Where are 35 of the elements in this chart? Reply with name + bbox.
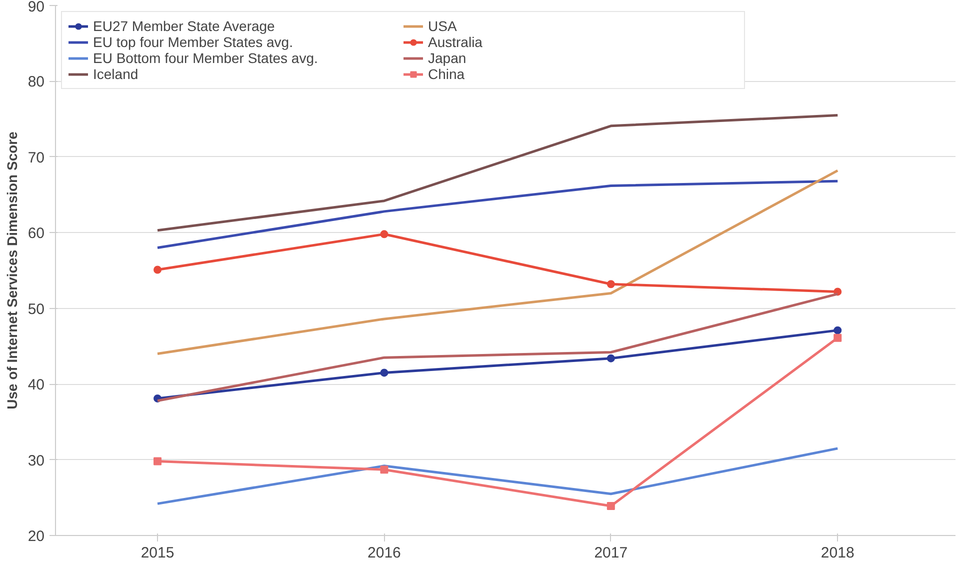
point [380, 230, 388, 238]
line-series [156, 169, 839, 356]
legend-label: EU top four Member States avg. [93, 34, 294, 50]
legend-label: Australia [428, 34, 484, 50]
y-tick-label: 40 [28, 376, 45, 394]
x-tick-label: 2018 [820, 544, 854, 562]
line-series [156, 180, 839, 250]
y-tick-label: 70 [28, 149, 45, 166]
y-tick-label: 80 [28, 74, 45, 91]
legend-label: Iceland [93, 66, 140, 82]
y-tick-label: 60 [28, 225, 45, 242]
y-tick-label: 30 [28, 452, 45, 470]
x-tick-label: 2016 [368, 544, 401, 562]
point [606, 354, 615, 362]
point [380, 466, 388, 474]
x-tick-label: 2015 [140, 544, 174, 562]
point [834, 334, 842, 342]
line-series [156, 114, 839, 232]
x-tick-label: 2017 [594, 544, 628, 562]
point [606, 280, 615, 288]
point [834, 326, 842, 334]
point [154, 266, 162, 274]
y-tick-label: 50 [28, 300, 45, 318]
legend-label: EU Bottom four Member States avg. [93, 50, 319, 66]
legend-label: EU27 Member State Average [93, 18, 276, 34]
point [380, 368, 388, 377]
y-axis-title: Use of Internet Services Dimension Score [4, 131, 20, 410]
legend-label: China [428, 66, 466, 82]
y-tick-label: 20 [28, 528, 45, 545]
point [154, 457, 162, 466]
line-series [156, 447, 839, 505]
y-tick-label: 90 [28, 0, 45, 16]
legend-label: Japan [428, 50, 468, 66]
point [606, 502, 615, 510]
legend-label: USA [428, 18, 458, 34]
